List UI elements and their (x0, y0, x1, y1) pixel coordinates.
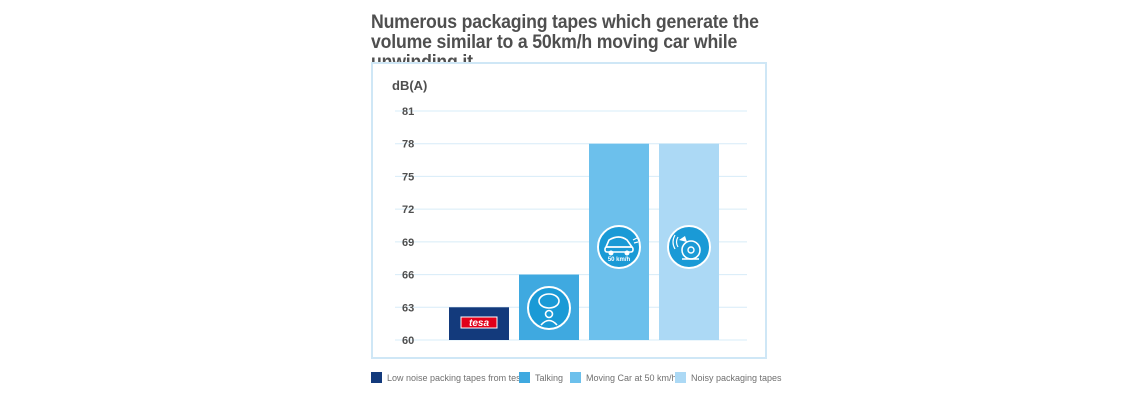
legend-label-talking: Talking (535, 372, 564, 383)
legend-swatch-noisy (675, 372, 686, 383)
y-tick-label: 69 (402, 237, 414, 249)
tesa-logo: tesa (460, 316, 498, 329)
y-tick-label: 78 (402, 139, 414, 151)
y-axis-label: dB(A) (392, 78, 427, 93)
legend-swatch-tesa (371, 372, 382, 383)
svg-text:50 km/h: 50 km/h (608, 257, 631, 263)
legend-swatch-car (570, 372, 581, 383)
y-tick-label: 63 (402, 302, 414, 314)
legend-label-noisy: Noisy packaging tapes (691, 372, 782, 383)
bar-chart: dB(A) 81 78 75 72 69 66 63 60 tesa 50 km/h (392, 78, 747, 347)
y-tick-label: 60 (402, 335, 414, 347)
chart-panel: dB(A) 81 78 75 72 69 66 63 60 tesa 50 km/h (371, 62, 767, 359)
speech-bubble-person-icon (527, 286, 571, 330)
y-tick-label: 75 (402, 171, 414, 183)
legend-item-noisy: Noisy packaging tapes (675, 372, 782, 383)
car-icon: 50 km/h (597, 225, 641, 269)
tape-roll-icon (667, 225, 711, 269)
y-tick-label: 66 (402, 270, 414, 282)
legend-label-car: Moving Car at 50 km/h (586, 372, 677, 383)
legend-item-tesa: Low noise packing tapes from tesa (371, 372, 526, 383)
legend-label-tesa: Low noise packing tapes from tesa (387, 372, 526, 383)
y-tick-label: 81 (402, 106, 414, 118)
legend-swatch-talking (519, 372, 530, 383)
legend-item-talking: Talking (519, 372, 563, 383)
legend-item-car: Moving Car at 50 km/h (570, 372, 677, 383)
svg-text:tesa: tesa (469, 318, 489, 329)
y-tick-label: 72 (402, 204, 414, 216)
